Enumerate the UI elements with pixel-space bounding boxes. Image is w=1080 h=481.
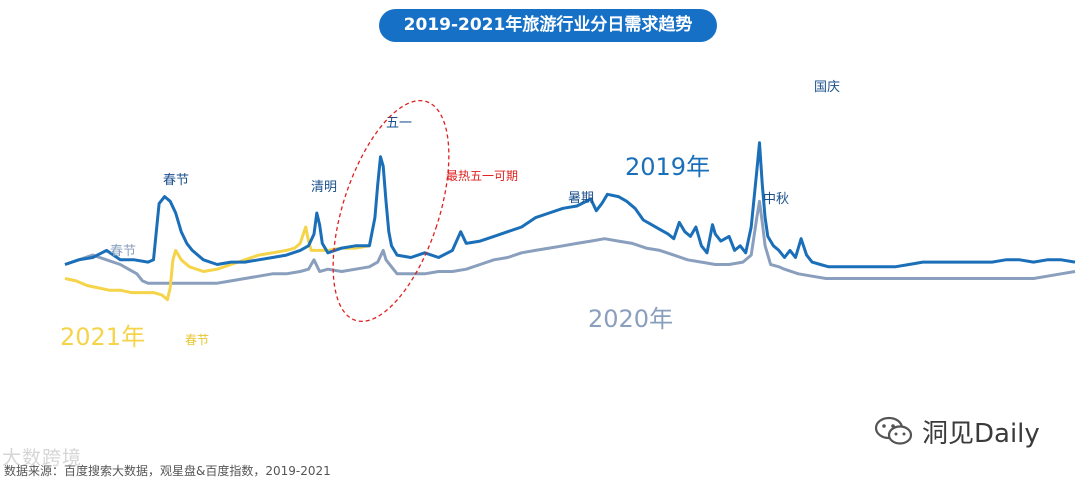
series-label-2021: 2021年 <box>60 323 145 351</box>
series-label-2020: 2020年 <box>588 305 673 333</box>
wechat-badge: 洞见Daily <box>874 413 1040 449</box>
annotation-shuqi: 暑期 <box>568 191 594 206</box>
annotation-qingming: 清明 <box>311 180 337 195</box>
annotation-chunjie-2020: 春节 <box>110 244 136 259</box>
callout-text: 最热五一可期 <box>446 169 518 183</box>
annotation-zhongqiu: 中秋 <box>763 192 789 207</box>
callout-ellipse <box>332 99 450 323</box>
series-line-2020 <box>64 199 1076 285</box>
watermark-right: 洞见Daily <box>922 418 1040 449</box>
annotation-chunjie-2021: 春节 <box>185 333 209 347</box>
watermark-left: 大数跨境 <box>2 447 83 469</box>
annotation-wuyi: 五一 <box>386 116 412 131</box>
annotation-chunjie-2019: 春节 <box>163 173 189 188</box>
series-label-2019: 2019年 <box>625 153 710 181</box>
annotation-guoqing: 国庆 <box>814 80 840 95</box>
chart-title: 2019-2021年旅游行业分日需求趋势 <box>379 9 717 42</box>
wechat-icon <box>874 416 913 445</box>
series-line-2021 <box>64 225 370 302</box>
data-source-note: 数据来源：百度搜索大数据，观星盘&百度指数，2019-2021 <box>4 464 331 478</box>
series-line-2019 <box>64 141 1076 269</box>
